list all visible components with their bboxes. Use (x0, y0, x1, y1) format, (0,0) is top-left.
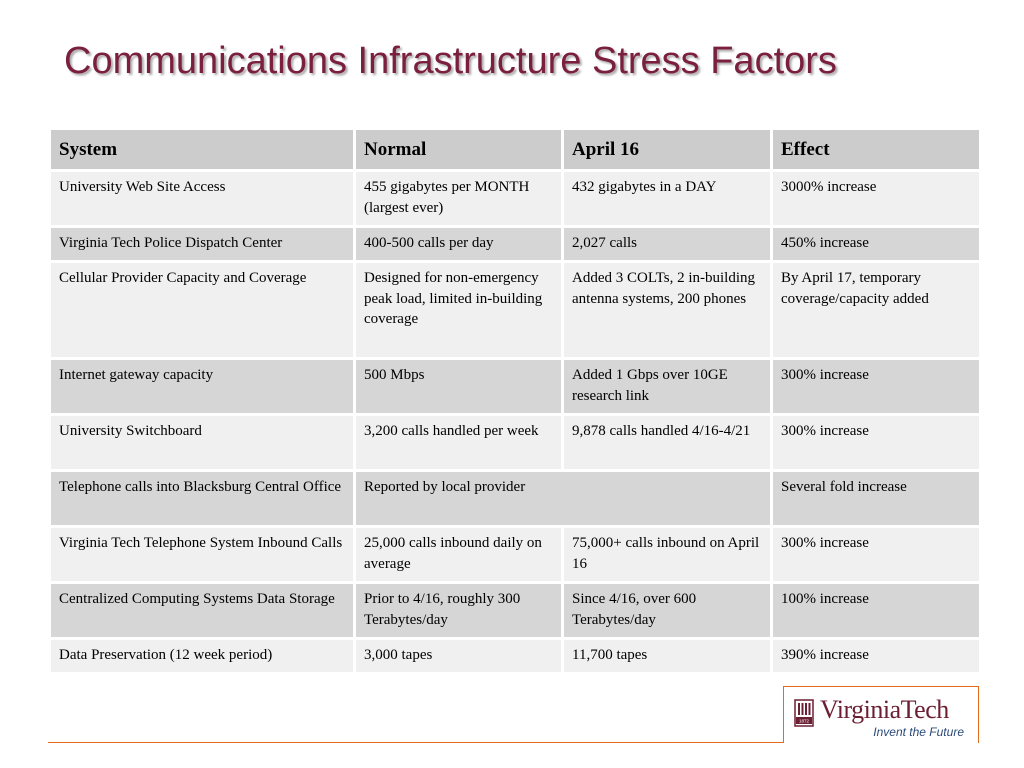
cell-system: Virginia Tech Police Dispatch Center (48, 225, 356, 263)
cell-effect: 390% increase (770, 637, 982, 675)
logo-wordmark: VirginiaTech (820, 695, 949, 724)
table-row: Cellular Provider Capacity and Coverage … (48, 260, 982, 360)
cell-april-16: 9,878 calls handled 4/16-4/21 (561, 413, 773, 472)
cell-effect: 3000% increase (770, 169, 982, 228)
cell-effect: 450% increase (770, 225, 982, 263)
cell-effect: 100% increase (770, 581, 982, 640)
virginia-tech-emblem-icon: 1872 (794, 699, 814, 727)
cell-normal: 455 gigabytes per MONTH (largest ever) (353, 169, 564, 228)
cell-system: Telephone calls into Blacksburg Central … (48, 469, 356, 528)
header-april-16: April 16 (561, 127, 773, 172)
cell-normal: Prior to 4/16, roughly 300 Terabytes/day (353, 581, 564, 640)
cell-april-16: Added 1 Gbps over 10GE research link (561, 357, 773, 416)
virginia-tech-logo: 1872 VirginiaTech Invent the Future (783, 686, 979, 743)
cell-normal-merged: Reported by local provider (353, 469, 773, 528)
cell-effect: 300% increase (770, 413, 982, 472)
cell-effect: Several fold increase (770, 469, 982, 528)
emblem-year: 1872 (799, 719, 810, 724)
header-effect: Effect (770, 127, 982, 172)
stress-factors-table: System Normal April 16 Effect University… (48, 127, 982, 675)
footer-divider (48, 742, 979, 743)
cell-april-16: 11,700 tapes (561, 637, 773, 675)
cell-normal: 500 Mbps (353, 357, 564, 416)
logo-tagline: Invent the Future (873, 725, 964, 739)
header-normal: Normal (353, 127, 564, 172)
cell-effect: 300% increase (770, 525, 982, 584)
cell-normal: 25,000 calls inbound daily on average (353, 525, 564, 584)
cell-normal: 3,000 tapes (353, 637, 564, 675)
cell-system: Virginia Tech Telephone System Inbound C… (48, 525, 356, 584)
cell-april-16: Added 3 COLTs, 2 in-building antenna sys… (561, 260, 773, 360)
cell-system: University Switchboard (48, 413, 356, 472)
table-row: Centralized Computing Systems Data Stora… (48, 581, 982, 640)
cell-system: Cellular Provider Capacity and Coverage (48, 260, 356, 360)
table-row: University Switchboard 3,200 calls handl… (48, 413, 982, 472)
cell-normal: 400-500 calls per day (353, 225, 564, 263)
cell-normal: 3,200 calls handled per week (353, 413, 564, 472)
cell-system: Data Preservation (12 week period) (48, 637, 356, 675)
table-row: Data Preservation (12 week period) 3,000… (48, 637, 982, 675)
cell-april-16: 432 gigabytes in a DAY (561, 169, 773, 228)
cell-april-16: Since 4/16, over 600 Terabytes/day (561, 581, 773, 640)
cell-system: University Web Site Access (48, 169, 356, 228)
cell-effect: By April 17, temporary coverage/capacity… (770, 260, 982, 360)
table-header-row: System Normal April 16 Effect (48, 127, 982, 172)
slide-title: Communications Infrastructure Stress Fac… (64, 40, 837, 82)
cell-april-16: 2,027 calls (561, 225, 773, 263)
cell-system: Internet gateway capacity (48, 357, 356, 416)
table-row: University Web Site Access 455 gigabytes… (48, 169, 982, 228)
table-row: Internet gateway capacity 500 Mbps Added… (48, 357, 982, 416)
header-system: System (48, 127, 356, 172)
cell-effect: 300% increase (770, 357, 982, 416)
cell-normal: Designed for non-emergency peak load, li… (353, 260, 564, 360)
table-row: Telephone calls into Blacksburg Central … (48, 469, 982, 528)
table-row: Virginia Tech Police Dispatch Center 400… (48, 225, 982, 263)
cell-system: Centralized Computing Systems Data Stora… (48, 581, 356, 640)
table-row: Virginia Tech Telephone System Inbound C… (48, 525, 982, 584)
cell-april-16: 75,000+ calls inbound on April 16 (561, 525, 773, 584)
